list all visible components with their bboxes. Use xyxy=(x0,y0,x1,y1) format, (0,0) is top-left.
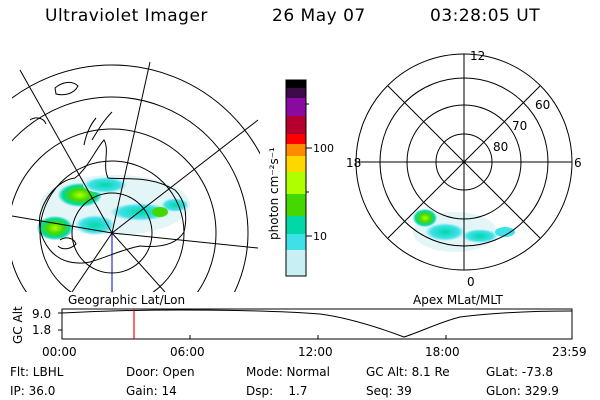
alt-xtick-0600: 06:00 xyxy=(170,345,205,359)
colorbar-seg xyxy=(286,234,306,250)
mlt-label-0: 0 xyxy=(467,275,475,289)
colorbar-seg xyxy=(286,134,306,144)
altitude-strip: 9.0 1.8 GC Alt 00:00 06:00 12:00 18:00 2… xyxy=(11,306,587,359)
instrument-title: Ultraviolet Imager xyxy=(45,6,208,26)
lat-label-60: 60 xyxy=(535,98,550,112)
colorbar-seg xyxy=(286,216,306,234)
colorbar-unit-label: photon cm⁻²s⁻¹ xyxy=(267,147,281,240)
door-label: Door: Open xyxy=(126,365,195,379)
magnetic-panel-label: Apex MLat/MLT xyxy=(413,293,503,307)
alt-ytick-1-8: 1.8 xyxy=(32,323,51,337)
colorbar-seg xyxy=(286,194,306,216)
magnetic-polar-plot: 12 18 6 0 60 70 80 xyxy=(346,49,582,289)
ip-label: IP: 36.0 xyxy=(10,384,56,398)
colorbar-seg xyxy=(286,172,306,194)
mode-label: Mode: Normal xyxy=(246,365,330,379)
colorbar-seg xyxy=(286,80,306,88)
glat-label: GLat: -73.8 xyxy=(486,365,553,379)
colorbar-tick-100: 100 xyxy=(313,142,334,155)
auroral-emission-left xyxy=(37,175,190,240)
date-label: 26 May 07 xyxy=(272,6,366,26)
seq-label: Seq: 39 xyxy=(366,384,412,398)
time-label: 03:28:05 UT xyxy=(430,6,541,26)
colorbar-seg xyxy=(286,156,306,172)
geographic-map xyxy=(12,61,260,292)
colorbar: 100 10 photon cm⁻²s⁻¹ xyxy=(267,79,334,277)
glon-label: GLon: 329.9 xyxy=(486,384,559,398)
alt-ytick-9: 9.0 xyxy=(32,307,51,321)
colorbar-seg xyxy=(286,250,306,276)
alt-axis-label: GC Alt xyxy=(11,306,25,344)
mlt-label-6: 6 xyxy=(574,156,582,170)
colorbar-seg xyxy=(286,88,306,98)
mlt-label-18: 18 xyxy=(346,156,361,170)
colorbar-tick-10: 10 xyxy=(313,230,327,243)
flt-label: Flt: LBHL xyxy=(10,365,64,379)
alt-xtick-2359: 23:59 xyxy=(552,345,587,359)
alt-xtick-1800: 18:00 xyxy=(425,345,460,359)
lat-label-70: 70 xyxy=(512,119,527,133)
colorbar-seg xyxy=(286,144,306,156)
gc-alt-label: GC Alt: 8.1 Re xyxy=(366,365,450,379)
geographic-panel-label: Geographic Lat/Lon xyxy=(68,293,185,307)
colorbar-seg xyxy=(286,98,306,116)
lat-label-80: 80 xyxy=(493,140,508,154)
mlt-label-12: 12 xyxy=(470,49,485,63)
dsp-label: Dsp: 1.7 xyxy=(246,384,308,398)
auroral-emission-right xyxy=(413,209,515,252)
alt-xtick-0000: 00:00 xyxy=(42,345,77,359)
alt-xtick-1200: 12:00 xyxy=(298,345,333,359)
gain-label: Gain: 14 xyxy=(126,384,177,398)
colorbar-seg xyxy=(286,116,306,134)
